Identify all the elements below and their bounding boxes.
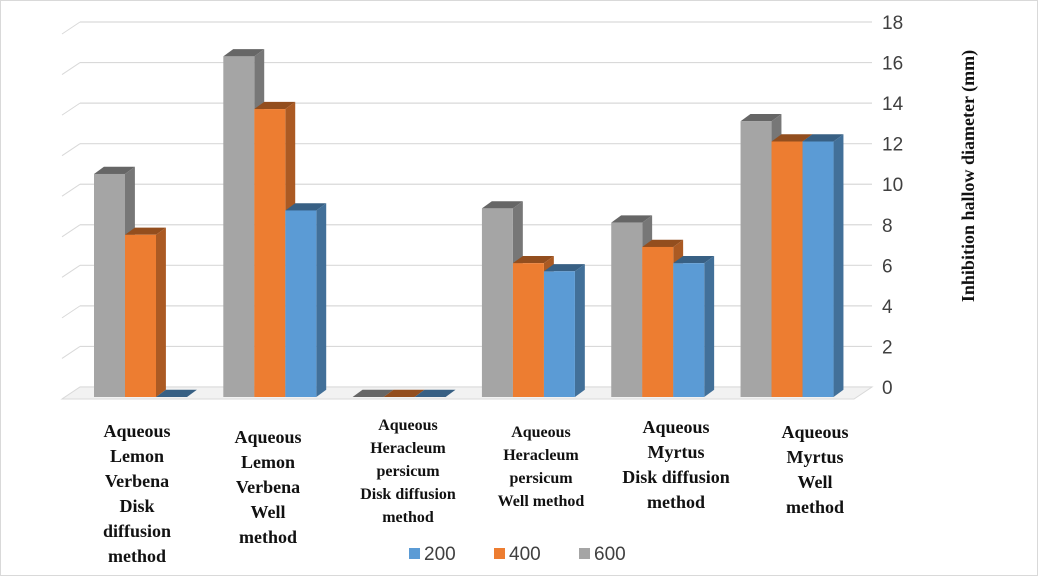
gridline-slant [61,102,81,116]
y-tick-label: 4 [882,297,893,318]
y-tick-label: 6 [882,256,893,277]
bar-top [543,264,585,272]
bars [94,49,844,398]
bar-top [512,255,554,264]
y-tick-label: 8 [882,216,893,237]
legend-label: 200 [424,544,456,565]
category-label-5: Aqueous Myrtus Well method [781,422,848,517]
legend-label: 400 [509,544,541,565]
legend-label: 600 [594,544,626,565]
bar-side [574,264,585,397]
category-label-2: Aqueous Heracleum persicum Disk diffusion me… [360,417,456,526]
bar-front [285,210,317,397]
bar-200-4 [673,255,715,397]
gridline-slant [61,346,81,359]
bar-front [254,109,286,398]
y-tick-label: 18 [882,13,903,34]
bar-front [512,263,544,397]
bar-front [543,271,575,397]
bar-200-5 [802,134,844,398]
bar-front [125,234,156,397]
bar-400-0 [125,227,166,397]
gridline-slant [61,143,81,157]
bar-top [642,239,684,247]
category-label-3: Aqueous Heracleum persicum Well method [498,424,585,510]
gridlines [61,21,872,400]
bar-400-1 [254,101,296,398]
bar-top [156,389,197,397]
y-tick-label: 0 [882,378,893,399]
category-label-1: Aqueous Lemon Verbena Well method [234,427,301,547]
legend-swatch [579,548,590,559]
bar-200-3 [543,264,585,397]
legend-swatch [409,548,420,559]
bar-top [611,215,653,223]
bar-top [285,203,327,211]
bar-side [833,134,844,398]
bar-front [94,173,125,397]
bar-600-2 [352,389,394,397]
gridline-slant [61,183,81,197]
bar-top [771,134,813,142]
bar-front [771,141,803,397]
bar-top [673,255,715,264]
bar-front [481,208,513,397]
bar-top [223,49,265,57]
bar-front [802,141,834,397]
bar-200-2 [414,389,456,397]
bar-top [125,227,166,235]
bar-front [642,246,674,397]
y-tick-label: 16 [882,54,903,75]
bar-400-2 [383,389,425,397]
bar-top [414,389,456,397]
bar-side [704,255,715,397]
gridline-slant [61,224,81,238]
bar-200-0 [156,389,197,397]
y-axis-label: Inhibition hallow diameter (mm) [958,50,979,302]
y-tick-label: 12 [882,135,903,156]
category-labels: Aqueous Lemon Verbena Disk diffusion method Aq… [103,417,849,566]
bar-top [481,201,523,209]
category-label-4: Aqueous Myrtus Disk diffusion method [622,417,730,512]
bar-front [223,56,255,397]
bar-side [316,203,327,397]
bar-top [383,389,425,397]
legend-item-600: 600 [579,544,626,565]
gridline-slant [61,305,81,319]
y-tick-label: 14 [882,94,904,115]
category-label-0: Aqueous Lemon Verbena Disk diffusion method [103,421,171,566]
bar-top [740,114,782,122]
bar-top [254,101,296,110]
y-tick-label: 10 [882,175,903,196]
bar-front [611,222,643,397]
bar-top [352,389,394,397]
bar-side [156,227,166,397]
bar-top [94,166,135,174]
legend-swatch [494,548,505,559]
bar-front [740,121,772,397]
y-tick-label: 2 [882,337,893,358]
bar-top [802,134,844,142]
legend-item-200: 200 [409,544,456,565]
gridline-slant [61,21,81,35]
y-axis-ticks: 0 2 4 6 8 10 12 14 16 18 [882,13,904,399]
gridline-slant [61,264,81,278]
bar-200-1 [285,203,327,397]
legend: 200 400 600 [409,544,626,565]
bar-front [673,263,705,397]
gridline-slant [61,62,81,75]
legend-item-400: 400 [494,544,541,565]
